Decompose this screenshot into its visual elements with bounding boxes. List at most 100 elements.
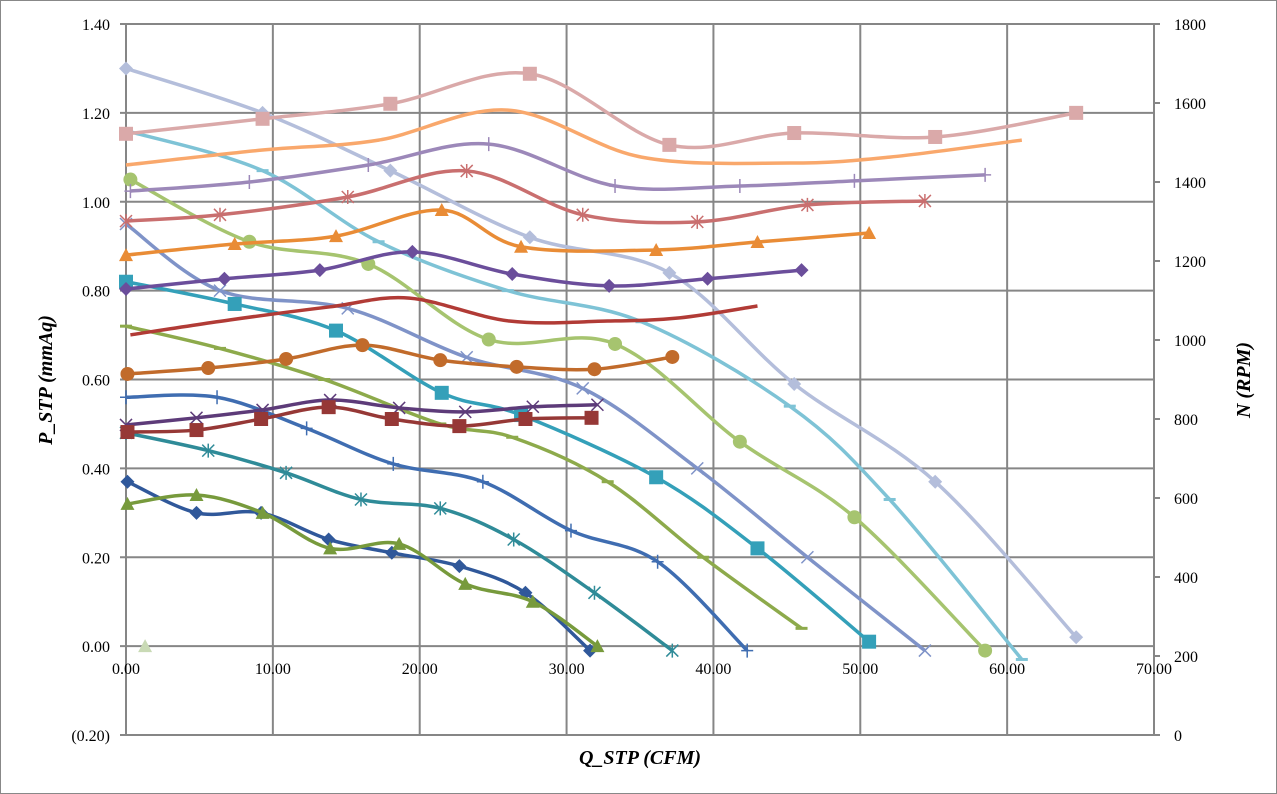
- data-point-plus: [124, 184, 137, 199]
- data-point-diamond: [119, 61, 133, 76]
- data-point-diamond: [217, 271, 232, 286]
- data-point-circle: [847, 510, 862, 525]
- data-point-triangle: [434, 203, 449, 217]
- data-point-star: [341, 190, 355, 205]
- y-tick-label: 0.20: [82, 550, 110, 567]
- data-point-circle: [587, 362, 602, 377]
- data-point-square: [649, 470, 664, 485]
- data-point-star: [507, 532, 521, 547]
- y-tick-label: 0.80: [82, 284, 110, 301]
- data-point-square: [227, 296, 242, 311]
- data-point-square: [384, 412, 399, 426]
- data-point-star: [587, 585, 602, 600]
- data-point-star: [279, 465, 293, 480]
- y-tick-label: 0.60: [82, 373, 110, 390]
- data-point-square: [119, 274, 133, 289]
- x-tick-label: 30.00: [549, 661, 585, 678]
- data-point-square: [189, 423, 204, 438]
- series-n1: [119, 66, 1084, 152]
- x-tick-label: 40.00: [695, 661, 731, 678]
- series-line: [125, 108, 1023, 167]
- series-n8: [120, 338, 680, 381]
- series-line: [125, 250, 802, 291]
- series-p10: [120, 488, 605, 653]
- data-point-plus: [300, 421, 313, 436]
- series-n2: [125, 108, 1023, 167]
- data-point-circle: [732, 434, 747, 449]
- data-point-plus: [733, 178, 746, 193]
- data-point-diamond: [119, 282, 133, 297]
- y2-tick-label: 1000: [1174, 333, 1206, 350]
- data-point-triangle: [255, 505, 270, 519]
- data-point-triangle: [458, 576, 473, 590]
- data-point-square: [787, 126, 802, 141]
- data-point-triangle: [649, 242, 664, 256]
- data-point-circle: [433, 353, 448, 368]
- data-point-x: [458, 405, 472, 419]
- data-point-square: [452, 419, 467, 434]
- x-tick-label: 0.00: [112, 661, 140, 678]
- data-point-x: [800, 550, 814, 564]
- data-point-square: [522, 66, 537, 81]
- series-line: [125, 431, 674, 652]
- data-point-diamond: [522, 230, 537, 245]
- data-point-star: [690, 214, 704, 229]
- data-point-circle: [201, 361, 216, 376]
- x-tick-label: 70.00: [1136, 661, 1172, 678]
- data-point-triangle: [189, 488, 204, 502]
- y2-tick-label: 400: [1174, 570, 1198, 587]
- data-point-plus: [243, 175, 256, 189]
- x-tick-label: 20.00: [402, 661, 438, 678]
- tick-labels: (0.20) 0.00 0.20 0.40 0.60 0.80 1.00 1.20 1.40 0.…: [71, 17, 1206, 745]
- data-point-diamond: [787, 376, 802, 391]
- data-point-diamond: [928, 474, 943, 489]
- data-point-diamond: [1069, 630, 1084, 645]
- data-point-triangle: [227, 237, 242, 251]
- data-point-diamond: [312, 263, 327, 278]
- data-point-diamond: [120, 474, 135, 489]
- data-point-diamond: [452, 559, 467, 574]
- data-point-star: [800, 197, 814, 212]
- data-point-x: [576, 381, 590, 395]
- data-point-square: [1069, 105, 1084, 120]
- y2-axis-label: N (RPM): [1233, 342, 1255, 419]
- data-point-triangle: [138, 639, 153, 653]
- data-point-square: [383, 96, 398, 111]
- series-n10: [120, 400, 599, 440]
- series-line: [125, 71, 1077, 150]
- data-point-star: [460, 163, 474, 178]
- data-point-square: [321, 400, 336, 415]
- data-point-star: [665, 643, 679, 658]
- data-point-plus: [120, 390, 132, 405]
- data-point-x: [918, 644, 932, 658]
- data-point-plus: [609, 178, 622, 193]
- series-line: [130, 295, 758, 337]
- data-point-square: [254, 412, 269, 426]
- data-point-triangle: [119, 248, 133, 262]
- data-point-square: [928, 129, 943, 144]
- data-point-circle: [120, 366, 135, 381]
- y2-tick-label: 800: [1174, 412, 1198, 429]
- series-n6: [119, 244, 809, 297]
- data-point-diamond: [383, 163, 398, 178]
- data-point-diamond: [602, 278, 617, 293]
- y-tick-label: (0.20): [71, 728, 110, 745]
- data-point-triangle: [750, 235, 765, 249]
- data-point-square: [120, 425, 135, 440]
- y-tick-label: 1.40: [82, 17, 110, 34]
- x-tick-label: 60.00: [989, 661, 1025, 678]
- series-n3: [124, 137, 992, 199]
- data-point-circle: [665, 349, 680, 364]
- series-p3: [123, 172, 993, 658]
- data-point-star: [918, 193, 932, 208]
- series-line: [127, 493, 599, 648]
- series-line: [125, 168, 925, 225]
- y-axis-label: P_STP (mmAq): [35, 315, 57, 446]
- y2-tick-label: 1600: [1174, 96, 1206, 113]
- data-point-plus: [979, 167, 992, 182]
- series-line: [125, 398, 598, 427]
- data-point-diamond: [700, 271, 715, 286]
- data-point-diamond: [794, 263, 809, 278]
- data-point-triangle: [590, 639, 605, 653]
